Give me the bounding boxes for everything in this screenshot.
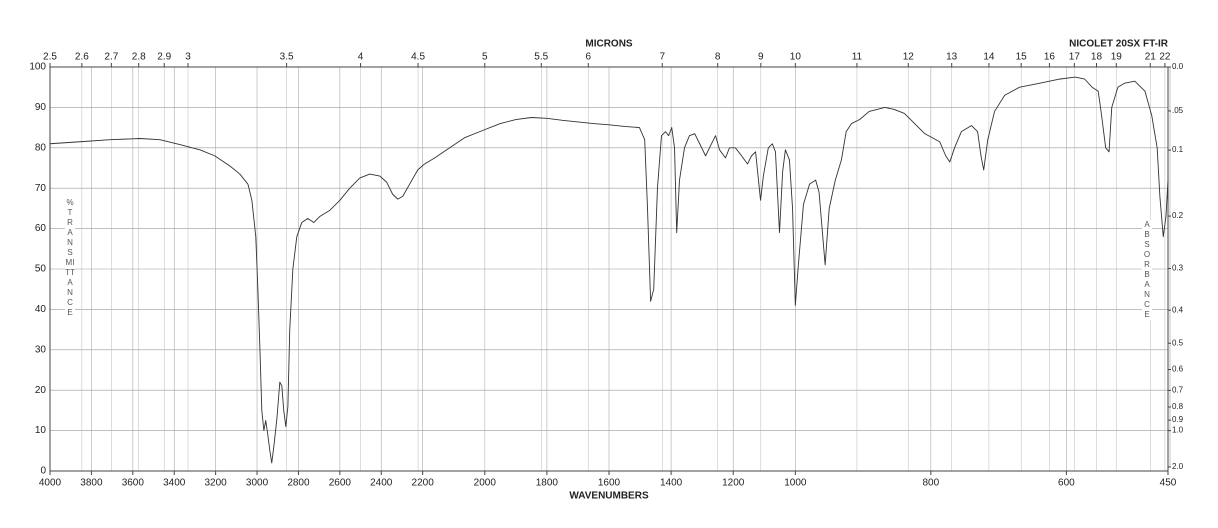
x2-tick-label: 9 <box>758 52 764 63</box>
x-tick-label: 1600 <box>598 478 621 489</box>
x2-tick-label: 3.5 <box>280 52 294 63</box>
x-tick-label: 1400 <box>660 478 683 489</box>
y-tick-label: 60 <box>35 223 47 234</box>
y-tick-label: 50 <box>35 264 47 275</box>
y2-axis-title: ABSORBANCE <box>1142 220 1152 320</box>
x2-tick-label: 2.6 <box>75 52 89 63</box>
y2-tick-label: 0.0 <box>1172 62 1184 71</box>
y-tick-label: 10 <box>35 425 47 436</box>
y-tick-label: 80 <box>35 142 47 153</box>
x-tick-label: 3000 <box>246 478 269 489</box>
y-tick-label: 100 <box>29 62 46 73</box>
x2-tick-label: 16 <box>1044 52 1056 63</box>
y-tick-label: 70 <box>35 183 47 194</box>
x2-tick-label: 6 <box>586 52 592 63</box>
y2-tick-label: 0.4 <box>1172 305 1184 314</box>
x2-tick-label: 2.7 <box>104 52 118 63</box>
spectrum-line <box>49 76 1169 464</box>
x-tick-label: 1000 <box>784 478 807 489</box>
x2-tick-label: 2.8 <box>132 52 146 63</box>
x2-tick-label: 19 <box>1111 52 1123 63</box>
y2-tick-label: 0.7 <box>1172 386 1184 395</box>
x-tick-label: 4000 <box>39 478 62 489</box>
x2-tick-label: 10 <box>790 52 802 63</box>
x-tick-label: 2000 <box>474 478 497 489</box>
x2-tick-label: 2.9 <box>157 52 171 63</box>
x2-tick-label: 8 <box>715 52 721 63</box>
x-tick-label: 600 <box>1058 478 1075 489</box>
x2-tick-label: 17 <box>1069 52 1081 63</box>
x2-tick-label: 22 <box>1159 52 1171 63</box>
y2-tick-label: 0.2 <box>1172 211 1184 220</box>
x2-tick-label: 4.5 <box>411 52 425 63</box>
x2-tick-label: 5 <box>482 52 488 63</box>
x2-tick-label: 3 <box>185 52 191 63</box>
x2-tick-label: 21 <box>1145 52 1157 63</box>
y-axis-title: %TRANSMITTANCE <box>65 198 75 318</box>
x-tick-label: 3600 <box>122 478 145 489</box>
y2-tick-label: 2.0 <box>1172 462 1184 471</box>
x-tick-label: 800 <box>923 478 940 489</box>
y-tick-label: 0 <box>40 466 46 477</box>
x-tick-label: 2200 <box>412 478 435 489</box>
x2-tick-label: 4 <box>358 52 364 63</box>
y-tick-label: 20 <box>35 385 47 396</box>
y-tick-label: 40 <box>35 304 47 315</box>
x-tick-label: 3400 <box>163 478 186 489</box>
x-tick-label: 2800 <box>287 478 310 489</box>
x2-tick-label: 13 <box>946 52 958 63</box>
y2-tick-label: 1.0 <box>1172 426 1184 435</box>
x-tick-label: 1800 <box>536 478 559 489</box>
x2-tick-label: 12 <box>903 52 915 63</box>
x2-tick-label: 2.5 <box>43 52 57 63</box>
x-tick-label: 2600 <box>329 478 352 489</box>
top-axis-title: MICRONS <box>585 39 633 50</box>
x-tick-label: 3200 <box>205 478 228 489</box>
y2-tick-label: 0.1 <box>1172 145 1184 154</box>
x-tick-label: 3800 <box>80 478 103 489</box>
x-tick-label: 450 <box>1160 478 1177 489</box>
y-tick-label: 90 <box>35 102 47 113</box>
x-axis-title: WAVENUMBERS <box>569 491 649 502</box>
x2-tick-label: 18 <box>1091 52 1103 63</box>
x2-tick-label: 11 <box>852 52 863 63</box>
x2-tick-label: 7 <box>659 52 665 63</box>
x-tick-label: 1200 <box>722 478 745 489</box>
y2-tick-label: 0.3 <box>1172 264 1184 273</box>
grid <box>49 66 1169 472</box>
instrument-title: NICOLET 20SX FT-IR <box>1069 39 1169 50</box>
y2-tick-label: 0.9 <box>1172 415 1184 424</box>
x2-tick-label: 5.5 <box>534 52 548 63</box>
x2-tick-label: 14 <box>983 52 995 63</box>
y-tick-label: 30 <box>35 344 47 355</box>
y2-tick-label: 0.5 <box>1172 338 1184 347</box>
y2-tick-label: .05 <box>1172 106 1184 115</box>
y2-tick-label: 0.6 <box>1172 365 1184 374</box>
y2-tick-label: 0.8 <box>1172 402 1184 411</box>
x2-tick-label: 15 <box>1016 52 1028 63</box>
x-tick-label: 2400 <box>370 478 393 489</box>
